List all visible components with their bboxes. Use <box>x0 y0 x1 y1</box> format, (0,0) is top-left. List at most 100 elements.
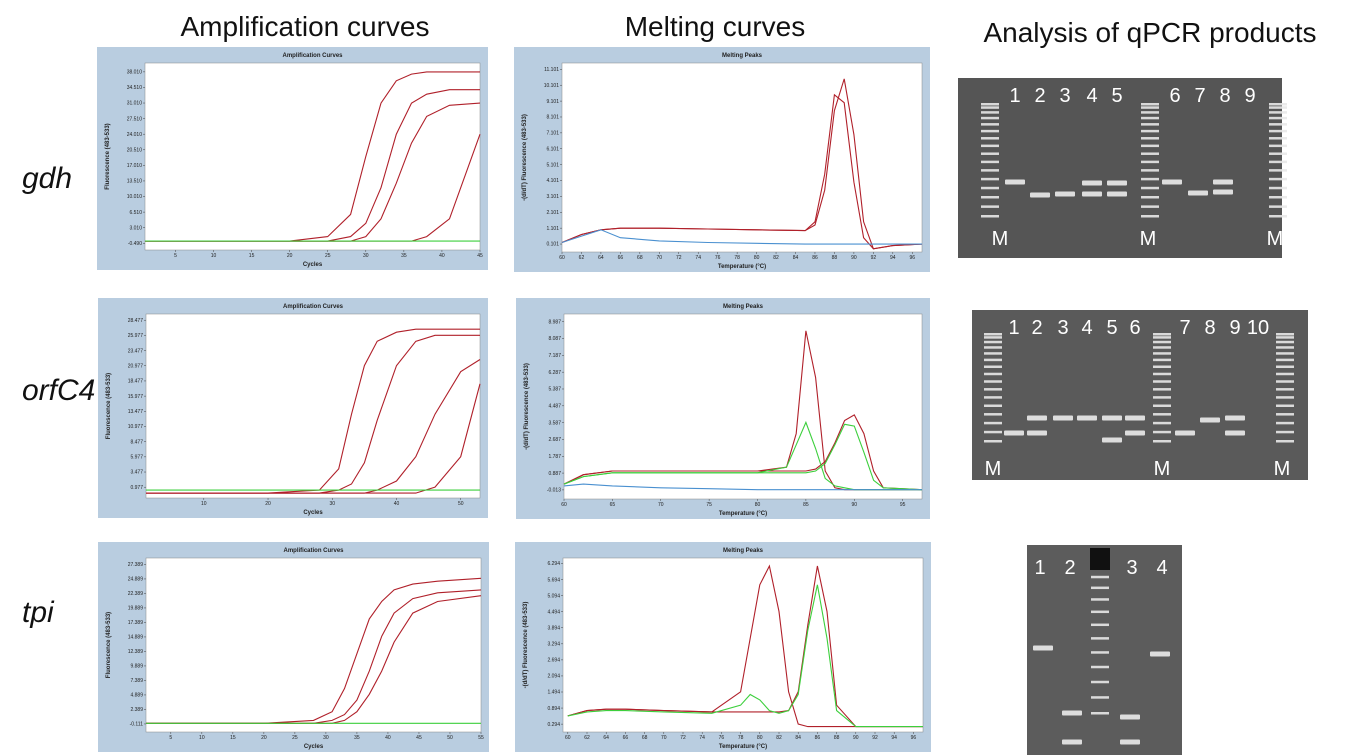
ladder-band <box>981 178 999 181</box>
ladder-band <box>1091 624 1109 627</box>
ladder-band <box>984 352 1002 355</box>
x-tick-label: 85 <box>803 502 809 508</box>
dna-band <box>1033 646 1053 651</box>
lane-label: 1 <box>1009 85 1020 107</box>
ladder-band <box>984 396 1002 399</box>
column-heading: Amplification curves <box>181 11 430 42</box>
y-tick-label: 3.010 <box>129 225 142 231</box>
y-tick-label: -0.013 <box>547 488 561 494</box>
ladder-band <box>981 169 999 172</box>
x-tick-label: 72 <box>676 255 682 261</box>
ladder-band <box>1091 611 1109 614</box>
y-tick-label: 19.889 <box>128 606 144 612</box>
y-tick-label: 9.889 <box>130 664 143 670</box>
dna-band <box>1062 740 1082 745</box>
ladder-band <box>981 117 999 120</box>
lane-label: 4 <box>1086 85 1097 107</box>
x-tick-label: 25 <box>292 735 298 741</box>
ladder-band <box>1153 404 1171 407</box>
y-tick-label: 0.977 <box>130 485 143 491</box>
x-tick-label: 90 <box>851 502 857 508</box>
x-tick-label: 64 <box>598 255 604 261</box>
x-tick-label: 25 <box>325 253 331 259</box>
y-tick-label: 0.294 <box>547 722 560 728</box>
y-tick-label: 8.477 <box>130 439 143 445</box>
y-tick-label: 6.510 <box>129 210 142 216</box>
dna-band <box>1125 416 1145 421</box>
ladder-band <box>1276 404 1294 407</box>
x-tick-label: 72 <box>680 735 686 741</box>
x-tick-label: 40 <box>385 735 391 741</box>
lane-label: 9 <box>1244 85 1255 107</box>
y-tick-label: 23.477 <box>128 348 144 354</box>
ladder-band <box>1276 431 1294 434</box>
y-tick-label: 27.389 <box>128 562 144 568</box>
dna-band <box>1027 416 1047 421</box>
x-tick-label: 20 <box>261 735 267 741</box>
y-tick-label: 13.510 <box>127 179 143 185</box>
ladder-band <box>1276 373 1294 376</box>
ladder-band <box>1153 341 1171 344</box>
chart-title: Amplification Curves <box>282 53 343 59</box>
y-tick-label: 24.010 <box>127 132 143 138</box>
x-tick-label: 80 <box>754 255 760 261</box>
y-tick-label: 17.389 <box>128 620 144 626</box>
x-tick-label: 15 <box>249 253 255 259</box>
dna-band <box>1077 416 1097 421</box>
x-tick-label: 55 <box>478 735 484 741</box>
ladder-band <box>1141 178 1159 181</box>
ladder-band <box>981 106 999 109</box>
ladder-band <box>1269 106 1287 109</box>
y-tick-label: 17.010 <box>127 163 143 169</box>
x-tick-label: 30 <box>323 735 329 741</box>
ladder-band <box>1276 440 1294 443</box>
ladder-band <box>1153 431 1171 434</box>
y-tick-label: 1.101 <box>546 226 559 232</box>
ladder-band <box>1269 187 1287 190</box>
ladder-band <box>1141 187 1159 190</box>
dna-band <box>1213 180 1233 185</box>
y-tick-label: 2.094 <box>547 674 560 680</box>
y-tick-label: 5.101 <box>546 162 559 168</box>
ladder-band <box>1269 196 1287 199</box>
y-tick-label: 6.287 <box>548 370 561 376</box>
x-tick-label: 90 <box>851 255 857 261</box>
lane-label: 3 <box>1057 317 1068 339</box>
ladder-band <box>1141 145 1159 148</box>
ladder-band <box>1091 598 1109 601</box>
dna-band <box>1175 431 1195 436</box>
y-tick-label: 20.510 <box>127 147 143 153</box>
y-tick-label: 2.101 <box>546 210 559 216</box>
ladder-band <box>984 366 1002 369</box>
y-axis-title: -(d/dT) Fluorescence (483-533) <box>524 363 530 450</box>
y-tick-label: 12.389 <box>128 649 144 655</box>
ladder-band <box>984 413 1002 416</box>
ladder-band <box>984 431 1002 434</box>
x-tick-label: 20 <box>265 501 271 507</box>
x-tick-label: 94 <box>891 735 897 741</box>
ladder-band <box>1153 440 1171 443</box>
x-tick-label: 94 <box>890 255 896 261</box>
ladder-band <box>1091 651 1109 654</box>
y-tick-label: 1.787 <box>548 454 561 460</box>
x-tick-label: 86 <box>815 735 821 741</box>
ladder-band <box>1276 341 1294 344</box>
y-tick-label: 5.977 <box>130 455 143 461</box>
y-tick-label: 10.101 <box>544 83 560 89</box>
y-tick-label: 20.977 <box>128 363 144 369</box>
x-tick-label: 92 <box>871 255 877 261</box>
x-tick-label: 66 <box>618 255 624 261</box>
ladder-band <box>1276 380 1294 383</box>
marker-label: M <box>985 458 1002 480</box>
ladder-band <box>1276 396 1294 399</box>
x-tick-label: 65 <box>610 502 616 508</box>
y-tick-label: 4.101 <box>546 178 559 184</box>
ladder-band <box>1269 152 1287 155</box>
x-tick-label: 82 <box>773 255 779 261</box>
ladder-band <box>1269 178 1287 181</box>
y-tick-label: 7.187 <box>548 353 561 359</box>
dna-band <box>1027 431 1047 436</box>
lane-label: 9 <box>1229 317 1240 339</box>
dna-band <box>1188 191 1208 196</box>
y-tick-label: 7.101 <box>546 131 559 137</box>
